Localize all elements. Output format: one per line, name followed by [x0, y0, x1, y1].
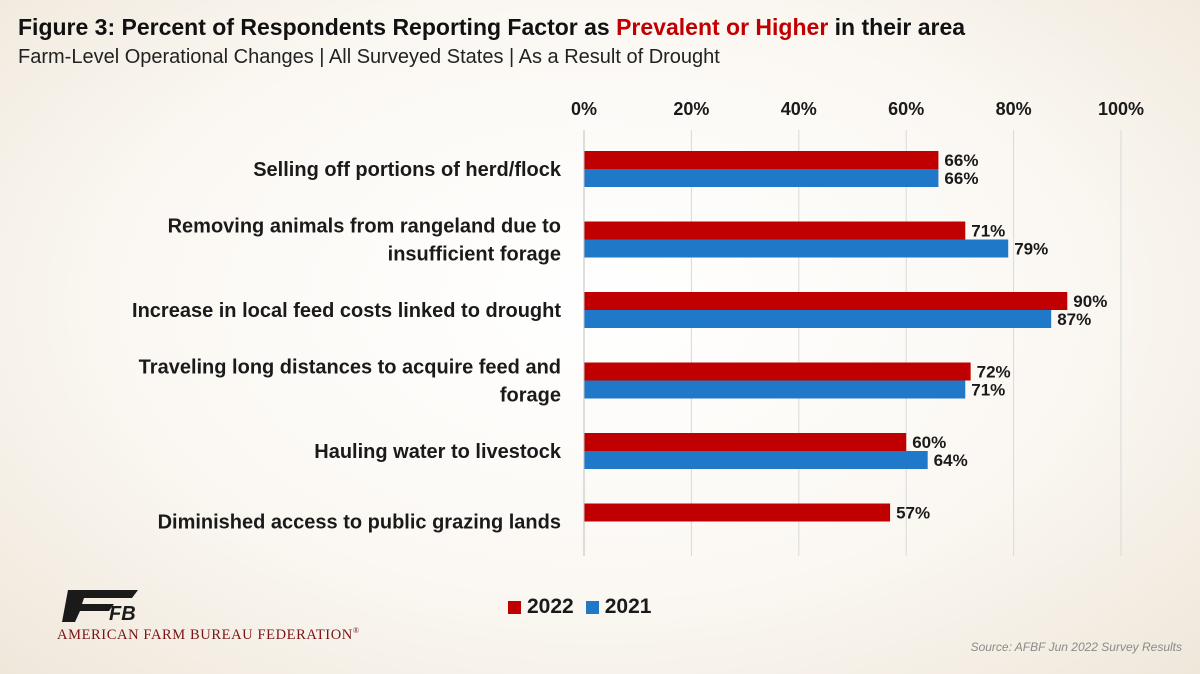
x-tick-label: 0%	[571, 99, 597, 119]
afbf-logo: FB	[62, 590, 138, 624]
title-highlight: Prevalent or Higher	[616, 14, 829, 40]
category-label: Hauling water to livestock	[314, 441, 562, 463]
category-label: Traveling long distances to acquire feed…	[139, 357, 561, 379]
title-suffix: in their area	[828, 14, 966, 40]
data-label-2022: 90%	[1073, 292, 1107, 311]
data-label-2022: 66%	[944, 151, 978, 170]
legend: 2022 2021	[508, 595, 663, 619]
legend-swatch-2022	[508, 600, 521, 614]
title-prefix: Figure 3: Percent of Respondents Reporti…	[18, 14, 617, 40]
bar-2022	[584, 292, 1068, 310]
bar-2022	[584, 151, 939, 169]
bar-2022	[584, 362, 971, 381]
category-label: Increase in local feed costs linked to d…	[132, 300, 561, 322]
x-tick-label: 60%	[888, 99, 924, 119]
legend-swatch-2021	[585, 600, 599, 614]
category-label: Diminished access to public grazing land…	[158, 512, 561, 534]
bar-2021	[584, 310, 1052, 328]
legend-item-2021: 2021	[585, 595, 652, 619]
bar-2021	[584, 239, 1009, 258]
category-label: insufficient forage	[388, 244, 561, 266]
source-note: Source: AFBF Jun 2022 Survey Results	[970, 640, 1182, 654]
x-tick-label: 40%	[781, 99, 817, 119]
category-label: forage	[500, 385, 561, 407]
data-label-2021: 66%	[944, 169, 978, 188]
data-label-2021: 71%	[971, 381, 1005, 400]
data-label-2022: 72%	[977, 363, 1011, 382]
logo-text: FB	[109, 603, 136, 624]
bar-2022	[584, 503, 891, 522]
data-label-2022: 57%	[896, 504, 930, 523]
data-label-2021: 79%	[1014, 240, 1048, 259]
org-name: AMERICAN FARM BUREAU FEDERATION®	[57, 626, 360, 644]
data-label-2021: 64%	[934, 451, 968, 470]
data-label-2022: 60%	[912, 433, 946, 452]
chart-title: Figure 3: Percent of Respondents Reporti…	[18, 14, 965, 41]
data-label-2022: 71%	[971, 222, 1005, 241]
x-tick-label: 20%	[673, 99, 709, 119]
legend-label-2022: 2022	[527, 595, 574, 618]
bar-2021	[584, 169, 939, 187]
data-label-2021: 87%	[1057, 310, 1091, 329]
x-tick-label: 80%	[996, 99, 1032, 119]
legend-item-2022: 2022	[508, 595, 574, 619]
registered-mark: ®	[352, 626, 360, 635]
x-tick-label: 100%	[1098, 99, 1144, 119]
bar-2022	[584, 433, 907, 451]
org-name-text: AMERICAN FARM BUREAU FEDERATION	[57, 626, 353, 643]
chart-subtitle: Farm-Level Operational Changes | All Sur…	[18, 46, 720, 68]
bar-2022	[584, 221, 966, 240]
bar-2021	[584, 451, 928, 469]
category-label: Selling off portions of herd/flock	[253, 159, 562, 181]
category-label: Removing animals from rangeland due to	[168, 216, 561, 238]
bar-2021	[584, 380, 966, 399]
legend-label-2021: 2021	[604, 595, 652, 618]
